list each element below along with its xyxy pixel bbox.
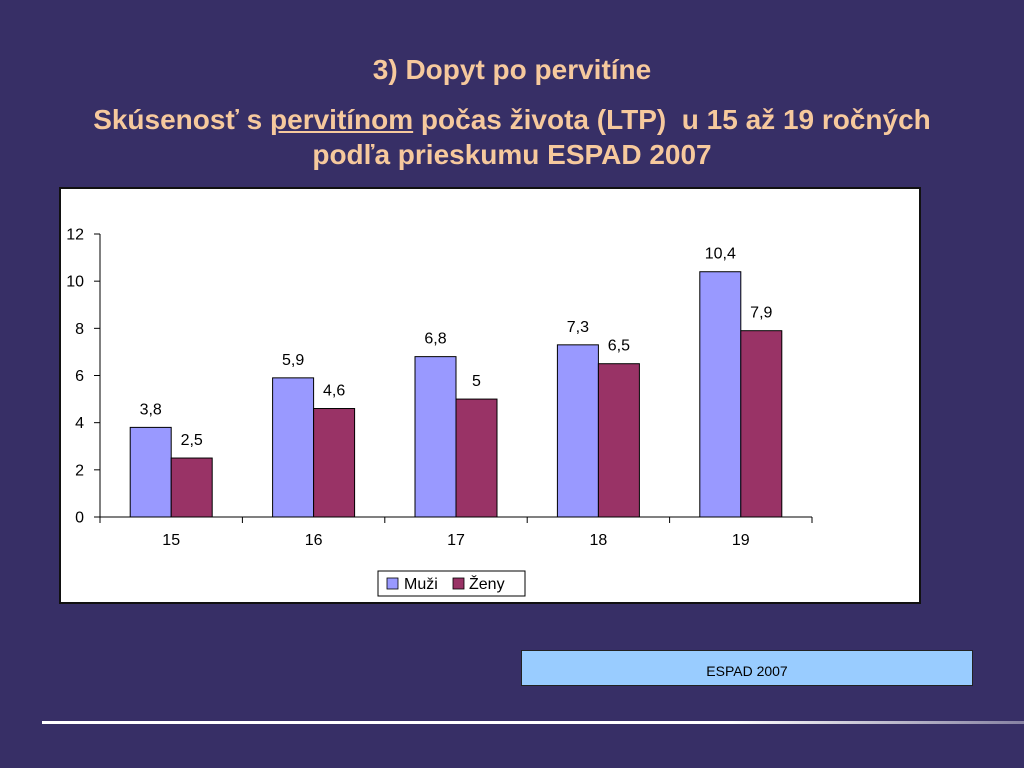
chart-legend: Muži Ženy (377, 570, 526, 597)
y-tick-label-2: 2 (75, 462, 84, 479)
subtitle-text-after: počas života (LTP) u 15 až 19 ročných (413, 104, 931, 135)
bar-zeny-19 (740, 330, 783, 518)
x-tick-label-16: 16 (305, 532, 323, 549)
bars (129, 271, 783, 518)
data-labels: 3,8 2,5 5,9 4,6 6,8 5 7,3 6,5 10,4 7,9 (140, 246, 773, 449)
bar-zeny-16 (313, 408, 356, 518)
y-tick-label-10: 10 (66, 274, 84, 291)
y-tick-label-6: 6 (75, 368, 84, 385)
data-label-muzi-17: 6,8 (424, 331, 446, 348)
legend-label-zeny: Ženy (469, 574, 505, 593)
y-tick-label-4: 4 (75, 415, 84, 432)
legend-swatch-muzi (386, 577, 399, 590)
data-label-zeny-19: 7,9 (750, 305, 772, 322)
subtitle-line-1: Skúsenosť s pervitínom počas života (LTP… (0, 102, 1024, 137)
y-axis-ticks: 0 2 4 6 8 10 12 (66, 227, 100, 527)
x-axis-ticks: 15 16 17 18 19 (99, 517, 813, 549)
bar-zeny-18 (597, 363, 640, 518)
slide-subtitle: Skúsenosť s pervitínom počas života (LTP… (0, 102, 1024, 172)
legend-swatch-zeny (452, 577, 465, 590)
subtitle-underlined-term: pervitínom (270, 104, 414, 135)
subtitle-line-2: podľa prieskumu ESPAD 2007 (312, 139, 712, 170)
bar-muzi-16 (272, 377, 315, 518)
bar-zeny-17 (455, 398, 498, 518)
data-label-muzi-15: 3,8 (140, 401, 162, 418)
data-label-muzi-16: 5,9 (282, 352, 304, 369)
bar-muzi-15 (129, 426, 172, 518)
x-tick-label-19: 19 (732, 532, 750, 549)
y-tick-label-12: 12 (66, 227, 84, 244)
source-note: ESPAD 2007 (521, 650, 973, 686)
legend-box (377, 570, 526, 597)
data-label-muzi-19: 10,4 (705, 246, 736, 263)
data-label-zeny-15: 2,5 (181, 432, 203, 449)
x-tick-label-18: 18 (590, 532, 608, 549)
data-label-muzi-18: 7,3 (567, 319, 589, 336)
x-tick-label-15: 15 (162, 532, 180, 549)
bar-muzi-17 (414, 356, 457, 518)
bar-chart: 0 2 4 6 8 10 12 15 16 17 18 19 3,8 2,5 5,9 4,6 6,8 5 7,3… (66, 227, 813, 597)
y-tick-label-8: 8 (75, 321, 84, 338)
bar-muzi-18 (556, 344, 599, 518)
x-tick-label-17: 17 (447, 532, 465, 549)
slide-title: 3) Dopyt po pervitíne (372, 54, 652, 85)
chart-panel: 0 2 4 6 8 10 12 15 16 17 18 19 3,8 2,5 5,9 4,6 6,8 5 7,3… (59, 187, 921, 604)
data-label-zeny-18: 6,5 (608, 338, 630, 355)
legend-label-muzi: Muži (404, 576, 438, 593)
data-label-zeny-16: 4,6 (323, 383, 345, 400)
y-tick-label-0: 0 (75, 510, 84, 527)
footer-divider-line (42, 721, 1024, 724)
bar-muzi-19 (699, 271, 742, 518)
bar-zeny-15 (170, 457, 213, 518)
data-label-zeny-17: 5 (472, 373, 481, 390)
subtitle-text-before: Skúsenosť s (93, 104, 271, 135)
